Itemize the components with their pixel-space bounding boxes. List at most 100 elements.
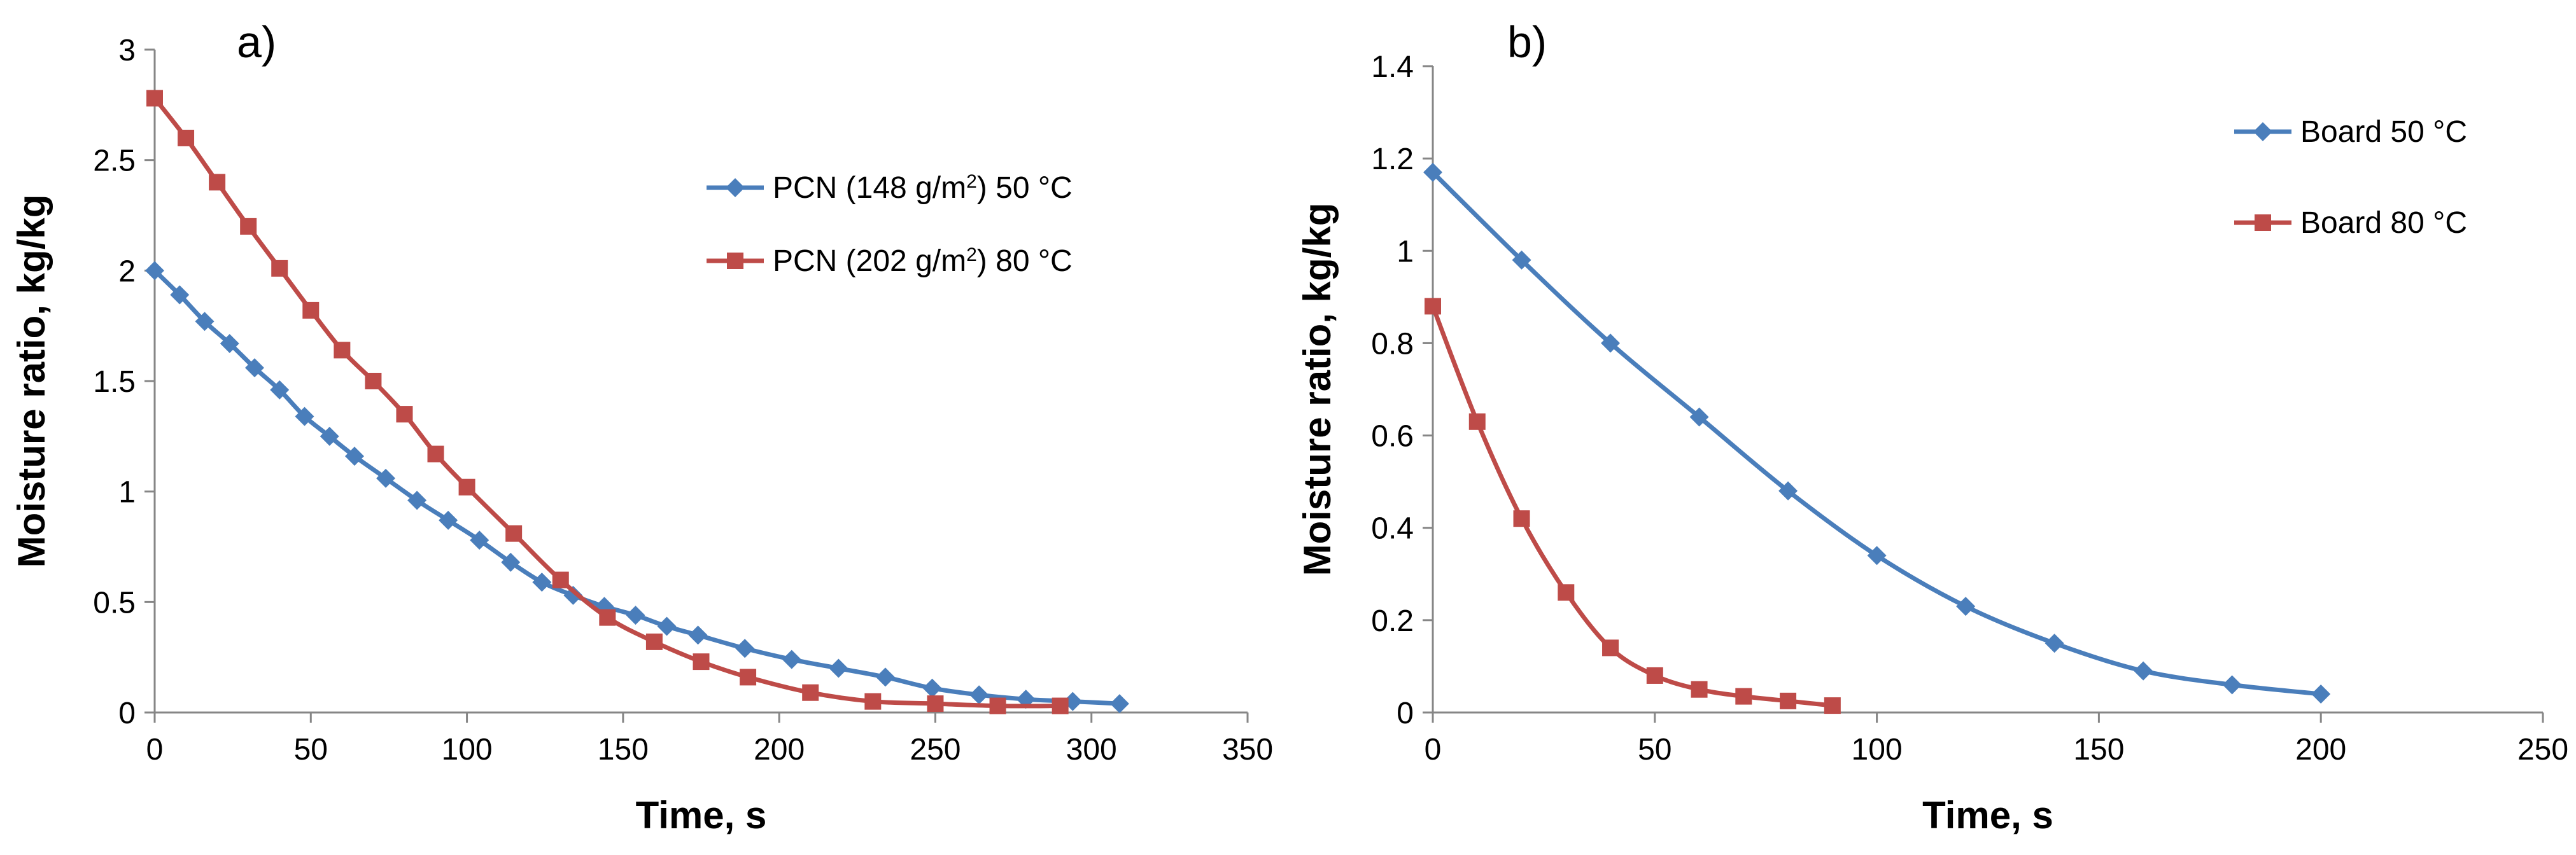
data-point-square: [599, 609, 616, 626]
data-point-diamond: [626, 606, 645, 625]
data-point-square: [1691, 681, 1708, 698]
data-point-diamond: [532, 573, 552, 592]
y-tick-label: 1.2: [1371, 142, 1414, 176]
y-tick-label: 0.6: [1371, 420, 1414, 454]
data-point-diamond: [1109, 694, 1129, 714]
y-tick-label: 0: [1397, 697, 1414, 730]
x-tick-label: 200: [2295, 733, 2346, 767]
y-tick-label: 0: [118, 697, 136, 730]
legend-text-part: Board 50 °C: [2300, 115, 2467, 149]
data-point-diamond: [969, 685, 989, 705]
x-tick-label: 0: [146, 733, 164, 767]
legend-label-2: Board 80 °C: [2300, 206, 2467, 240]
data-point-diamond: [1689, 407, 1709, 427]
x-tick-label: 100: [442, 733, 493, 767]
x-tick-label: 150: [598, 733, 649, 767]
x-tick-label: 100: [1852, 733, 1903, 767]
data-point-diamond: [376, 468, 396, 488]
data-point-diamond: [2045, 634, 2064, 653]
data-point-square: [271, 260, 288, 277]
data-point-diamond: [782, 650, 801, 669]
legend-label-2: PCN (202 g/m2) 80 °C: [773, 244, 1073, 279]
data-point-square: [989, 697, 1006, 714]
legend-marker-diamond: [726, 178, 745, 197]
legend-marker-diamond: [2253, 122, 2272, 141]
data-point-diamond: [170, 285, 190, 305]
panel-label: b): [1507, 17, 1547, 67]
legend-text-part: Board 80 °C: [2300, 206, 2467, 240]
y-tick-label: 3: [118, 34, 136, 67]
x-tick-label: 50: [294, 733, 328, 767]
x-tick-label: 250: [910, 733, 961, 767]
data-point-square: [802, 684, 819, 701]
x-tick-label: 50: [1638, 733, 1672, 767]
data-point-square: [1468, 413, 1486, 430]
data-point-square: [1602, 639, 1619, 657]
y-tick-label: 0.8: [1371, 327, 1414, 361]
data-point-diamond: [407, 490, 427, 510]
y-axis-title: Moisture ratio, kg/kg: [1296, 203, 1339, 576]
data-point-square: [240, 218, 257, 235]
data-point-square: [1824, 697, 1841, 714]
data-point-square: [1513, 510, 1530, 527]
x-tick-label: 0: [1425, 733, 1442, 767]
data-point-diamond: [244, 358, 264, 378]
panel-label: a): [237, 17, 276, 67]
legend-marker-square: [727, 253, 743, 269]
y-axis-title: Moisture ratio, kg/kg: [10, 195, 53, 568]
data-point-square: [693, 653, 710, 671]
legend-label-1: Board 50 °C: [2300, 115, 2467, 149]
y-tick-label: 1: [118, 476, 136, 510]
data-point-diamond: [145, 261, 164, 281]
data-point-square: [864, 693, 882, 710]
data-point-square: [740, 669, 757, 686]
x-tick-label: 350: [1222, 733, 1273, 767]
legend-superscript: 2: [966, 244, 977, 265]
y-tick-label: 0.2: [1371, 604, 1414, 638]
data-point-diamond: [1778, 481, 1798, 501]
data-point-diamond: [829, 658, 848, 678]
data-point-diamond: [688, 625, 708, 645]
data-point-diamond: [1601, 333, 1621, 353]
data-point-square: [178, 129, 195, 146]
data-point-diamond: [270, 380, 290, 400]
data-point-diamond: [2311, 684, 2331, 704]
data-point-diamond: [439, 510, 458, 530]
data-point-diamond: [344, 447, 364, 466]
x-tick-label: 150: [2073, 733, 2124, 767]
data-point-diamond: [657, 616, 677, 636]
data-point-diamond: [2222, 675, 2242, 695]
data-point-square: [302, 302, 320, 319]
series-line-2: [153, 97, 1060, 709]
series-line-1: [153, 268, 1120, 706]
chart-panel-b: 0 0.2 0.4 0.6 0.8 1 1.2 1.4 0 50 100 150 200 250 Time,…: [1296, 17, 2568, 837]
data-point-square: [427, 445, 444, 462]
data-point-square: [334, 342, 351, 359]
y-tick-label: 1: [1397, 235, 1414, 268]
data-point-square: [1558, 584, 1575, 601]
data-point-square: [1780, 692, 1797, 709]
data-point-square: [1425, 298, 1441, 315]
x-axis-title: Time, s: [1922, 794, 2053, 837]
data-point-square: [645, 633, 663, 650]
y-tick-label: 1.5: [93, 365, 136, 399]
data-point-square: [458, 478, 475, 496]
legend-superscript: 2: [966, 171, 977, 192]
legend-text-part: PCN (148 g/m: [773, 171, 966, 205]
data-point-square: [505, 525, 523, 542]
y-tick-label: 2: [118, 254, 136, 288]
data-point-diamond: [1423, 162, 1442, 182]
y-tick-label: 0.4: [1371, 512, 1414, 546]
data-point-diamond: [470, 531, 489, 550]
series-line-2: [1430, 305, 1833, 708]
legend-text-part: ) 80 °C: [977, 244, 1073, 278]
data-point-diamond: [195, 312, 215, 331]
data-point-diamond: [501, 552, 521, 572]
series-line-1: [1431, 170, 2321, 697]
data-point-diamond: [295, 407, 314, 426]
y-tick-label: 0.5: [93, 586, 136, 620]
data-point-diamond: [1867, 546, 1887, 566]
data-point-square: [365, 373, 382, 389]
data-point-square: [1646, 667, 1663, 684]
